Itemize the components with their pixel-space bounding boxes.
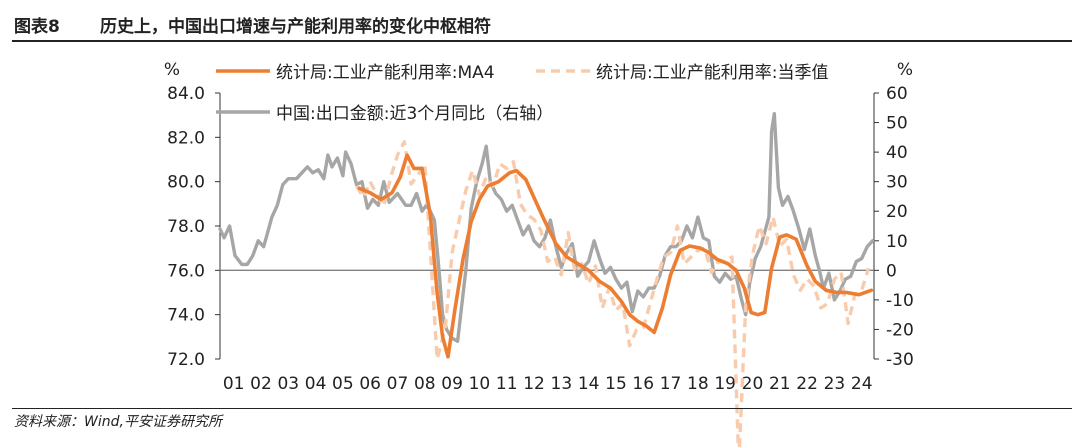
figure-label: 图表8 [14,17,60,37]
x-tick-label: 23 [824,374,846,394]
right-tick-label: 10 [886,232,908,252]
right-tick-label: 50 [886,114,908,134]
legend-label-export: 中国:出口金额:近3个月同比（右轴） [276,104,553,124]
x-tick-label: 14 [578,374,600,394]
x-tick-label: 22 [796,374,818,394]
left-tick-label: 78.0 [167,217,205,237]
figure-title: 历史上，中国出口增速与产能利用率的变化中枢相符 [100,17,491,37]
right-tick-label: -20 [886,320,914,340]
x-tick-label: 15 [605,374,627,394]
legend-label-ma4: 统计局:工业产能利用率:MA4 [276,63,495,83]
right-tick-label: -10 [886,291,914,311]
x-tick-label: 24 [851,374,873,394]
x-tick-label: 02 [250,374,272,394]
x-tick-label: 13 [551,374,573,394]
header-rule [12,40,1072,42]
x-tick-label: 16 [632,374,654,394]
x-tick-label: 01 [223,374,245,394]
left-tick-label: 80.0 [167,173,205,193]
x-tick-label: 03 [277,374,299,394]
left-tick-label: 76.0 [167,261,205,281]
left-tick-label: 82.0 [167,128,205,148]
x-tick-label: 19 [714,374,736,394]
left-tick-label: 84.0 [167,84,205,104]
x-tick-label: 07 [387,374,409,394]
legend-label-quarterly: 统计局:工业产能利用率:当季值 [596,63,828,83]
x-tick-label: 11 [496,374,518,394]
x-tick-label: 17 [660,374,682,394]
right-tick-label: -30 [886,350,914,370]
x-tick-label: 08 [414,374,436,394]
right-tick-label: 40 [886,143,908,163]
series-line-ma4 [357,153,874,359]
x-tick-label: 04 [305,374,327,394]
figure-header: 图表8 历史上，中国出口增速与产能利用率的变化中枢相符 [0,0,1080,44]
right-tick-label: 30 [886,173,908,193]
series-line-quarterly [355,140,871,448]
x-tick-label: 09 [441,374,463,394]
x-tick-label: 20 [742,374,764,394]
source-note: 资料来源：Wind,平安证券研究所 [14,414,222,430]
right-tick-label: 0 [886,261,897,281]
left-tick-label: 74.0 [167,306,205,326]
x-tick-label: 10 [469,374,491,394]
x-tick-label: 18 [687,374,709,394]
right-tick-label: 60 [886,84,908,104]
right-unit-label: % [897,60,913,80]
series-line-export [218,112,875,343]
x-tick-label: 21 [769,374,791,394]
x-tick-label: 12 [523,374,545,394]
x-tick-label: 06 [359,374,381,394]
legend: 统计局:工业产能利用率:MA4 统计局:工业产能利用率:当季值 中国:出口金额:… [216,63,828,124]
left-unit-label: % [164,60,180,80]
footer-rule [12,408,1072,409]
series-layer [218,112,875,448]
left-tick-label: 72.0 [167,350,205,370]
axes-layer: % % 84.0 82.0 80.0 78.0 76.0 74.0 72.0 60 50 40 30 20… [164,60,914,394]
x-tick-label: 05 [332,374,354,394]
right-tick-label: 20 [886,202,908,222]
